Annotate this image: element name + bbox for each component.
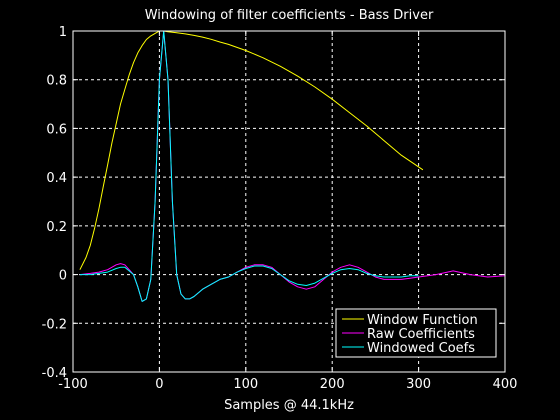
legend-label: Window Function [367,313,478,328]
grid [73,31,505,372]
x-tick-label: -100 [58,377,88,392]
y-tick-label: 0.2 [46,220,67,235]
y-tick-label: -0.2 [42,317,67,332]
x-tick-label: 0 [155,377,163,392]
y-tick-label: 0.4 [46,171,67,186]
x-tick-label: 100 [233,377,258,392]
x-tick-label: 400 [493,377,518,392]
x-tick-label: 200 [320,377,345,392]
chart-title: Windowing of filter coefficients - Bass … [145,8,434,23]
plot-frame [72,30,506,373]
x-tick-label: 300 [406,377,431,392]
y-tick-label: 0.8 [46,74,67,89]
y-tick-label: -0.4 [42,366,67,381]
x-axis-label: Samples @ 44.1kHz [224,398,354,413]
y-tick-label: 0.6 [46,122,67,137]
series-line-2 [79,30,419,302]
legend-label: Raw Coefficients [367,327,475,342]
legend-label: Windowed Coefs [367,341,475,356]
y-tick-label: 1 [59,25,67,40]
y-tick-label: 0 [59,269,67,284]
axis-ticks: -100 0 100 200 300 400 -0.4 -0.2 0 0.2 0.4 0.6 0.8 1 [42,25,518,392]
